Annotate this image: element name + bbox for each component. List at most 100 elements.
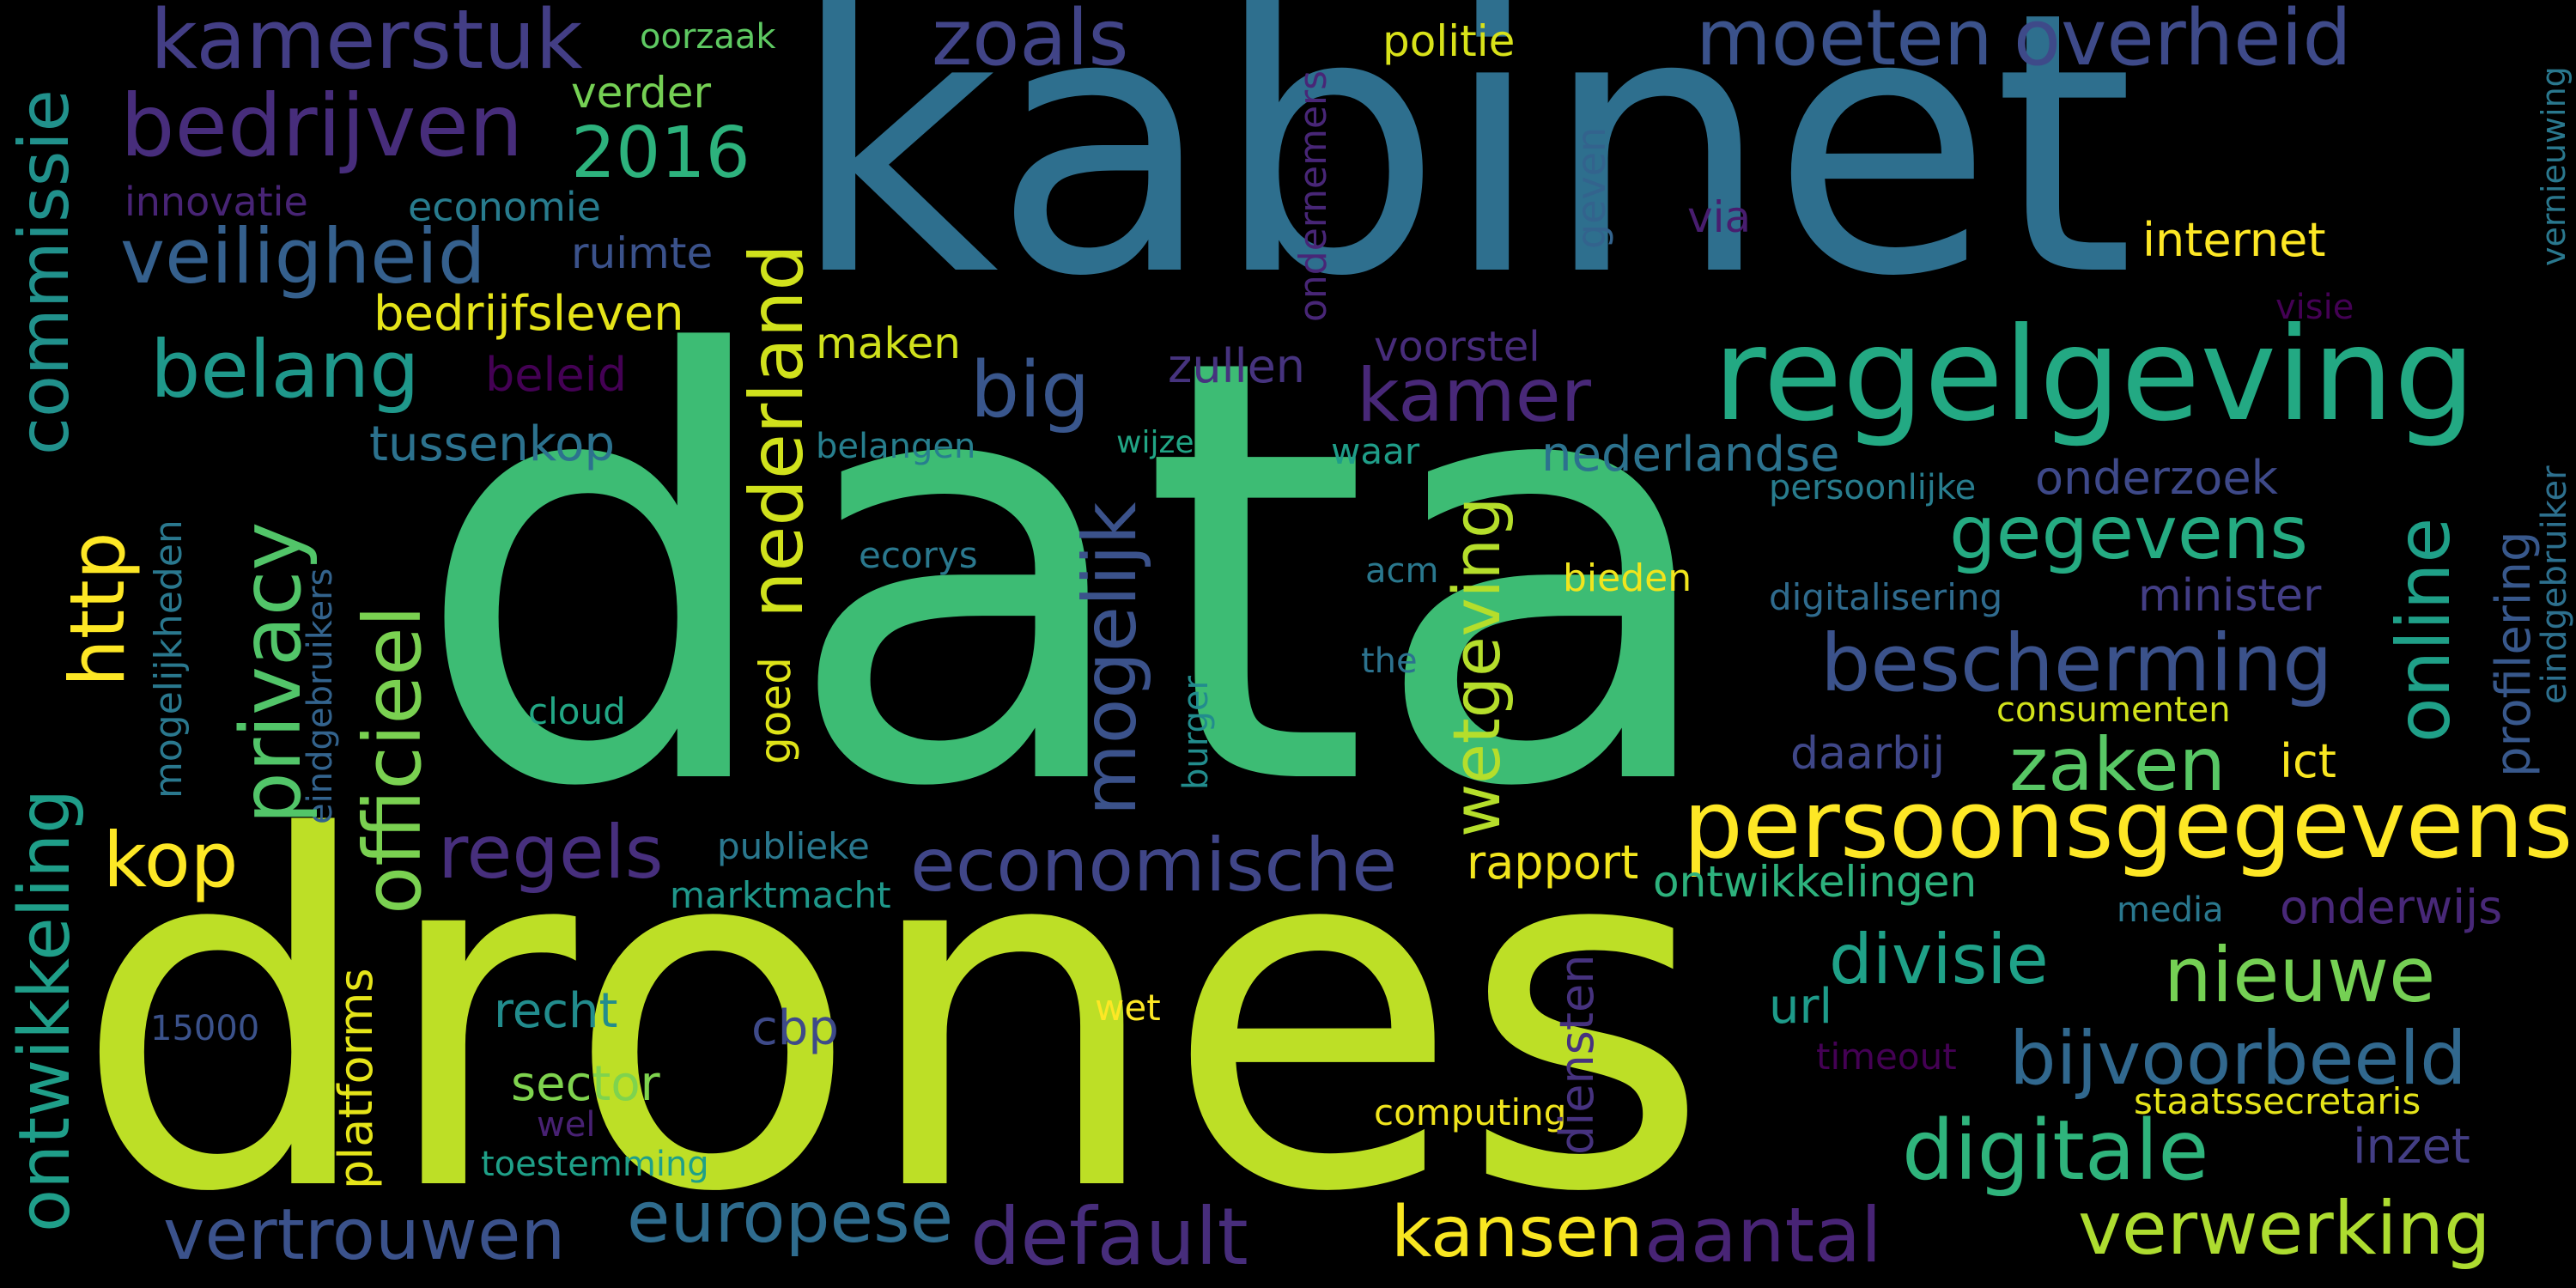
word-persoonlijke: persoonlijke xyxy=(1769,468,1977,507)
word-kamerstuk: kamerstuk xyxy=(150,0,583,88)
word-minister: minister xyxy=(2138,570,2322,622)
word-wet: wet xyxy=(1095,987,1161,1029)
word-eindgebruiker: eindgebruiker xyxy=(2535,465,2574,704)
word-goed: goed xyxy=(750,657,800,764)
word-belangen: belangen xyxy=(816,427,976,466)
word-burger: burger xyxy=(1176,676,1216,790)
word-timeout: timeout xyxy=(1816,1036,1957,1078)
word-wel: wel xyxy=(537,1105,596,1145)
word-toestemming: toestemming xyxy=(481,1145,709,1184)
word-via: via xyxy=(1687,192,1752,242)
word-bedrijfsleven: bedrijfsleven xyxy=(374,286,684,342)
word-mogelijkheden: mogelijkheden xyxy=(147,519,191,799)
word-recht: recht xyxy=(494,983,618,1039)
word-waar: waar xyxy=(1331,430,1420,472)
word-url: url xyxy=(1769,979,1833,1035)
word-voorstel: voorstel xyxy=(1374,323,1540,371)
word-drones: drones xyxy=(73,738,1711,1288)
word-online: online xyxy=(2381,517,2467,743)
word-maken: maken xyxy=(816,319,961,368)
word-rapport: rapport xyxy=(1467,835,1639,890)
word-persoonsgegevens: persoonsgegevens xyxy=(1683,769,2573,879)
word-bedrijven: bedrijven xyxy=(120,76,524,176)
word-verwerking: verwerking xyxy=(2078,1186,2491,1272)
word-zoals: zoals xyxy=(932,0,1129,83)
word-wijze: wijze xyxy=(1116,425,1194,460)
word-economie: economie xyxy=(408,184,601,230)
word-staatssecretaris: staatssecretaris xyxy=(2134,1080,2421,1122)
word-ecorys: ecorys xyxy=(859,534,978,576)
word-kamer: kamer xyxy=(1357,353,1592,439)
word-visie: visie xyxy=(2275,288,2354,327)
word-wetgeving: wetgeving xyxy=(1438,496,1515,837)
word-divisie: divisie xyxy=(1829,920,2049,999)
word-inzet: inzet xyxy=(2353,1119,2470,1175)
word-ict: ict xyxy=(2280,734,2336,788)
word-acm: acm xyxy=(1365,551,1439,591)
word-media: media xyxy=(2117,890,2224,930)
word-vernieuwing: vernieuwing xyxy=(2535,66,2573,266)
word-moeten: moeten xyxy=(1696,0,1993,83)
word-verder: verder xyxy=(571,68,712,118)
word-officieel: officieel xyxy=(347,605,439,914)
word-15000: 15000 xyxy=(150,1009,260,1048)
word-onderzoek: onderzoek xyxy=(2035,451,2278,505)
word-regels: regels xyxy=(438,810,664,896)
word-belang: belang xyxy=(150,324,420,416)
word-nieuwe: nieuwe xyxy=(2164,931,2436,1019)
word-nederlandse: nederlandse xyxy=(1541,427,1840,483)
word-profilering: profilering xyxy=(2486,531,2542,777)
word-big: big xyxy=(970,345,1091,435)
word-computing: computing xyxy=(1374,1091,1567,1133)
word-beleid: beleid xyxy=(485,348,628,402)
word-zullen: zullen xyxy=(1168,339,1306,393)
word-tussenkop: tussenkop xyxy=(369,416,615,472)
word-commissie: commissie xyxy=(4,89,84,455)
word-vertrouwen: vertrouwen xyxy=(163,1194,566,1276)
word-data: data xyxy=(412,235,1728,914)
word-aantal: aantal xyxy=(1644,1191,1882,1279)
word-ontwikkeling: ontwikkeling xyxy=(4,788,86,1232)
word-oorzaak: oorzaak xyxy=(640,17,776,57)
word-digitale: digitale xyxy=(1902,1103,2209,1199)
word-zaken: zaken xyxy=(2009,722,2226,808)
word-diensten: diensten xyxy=(1550,954,1604,1155)
word-mogelijk: mogelijk xyxy=(1067,501,1153,816)
word-2016: 2016 xyxy=(571,112,750,194)
word-kabinet: kabinet xyxy=(790,0,2135,355)
word-ondernemers: ondernemers xyxy=(1291,70,1335,322)
word-http: http xyxy=(53,532,142,687)
word-kop: kop xyxy=(103,816,239,904)
word-internet: internet xyxy=(2142,213,2326,267)
word-overheid: overheid xyxy=(2014,0,2352,83)
word-kansen: kansen xyxy=(1391,1192,1643,1273)
word-publieke: publieke xyxy=(717,825,870,867)
word-onderwijs: onderwijs xyxy=(2280,880,2503,934)
word-ontwikkelingen: ontwikkelingen xyxy=(1653,857,1978,907)
word-platforms: platforms xyxy=(329,968,383,1189)
word-nederland: nederland xyxy=(734,244,820,618)
word-bieden: bieden xyxy=(1563,556,1692,600)
word-gegevens: gegevens xyxy=(1949,490,2309,576)
word-bijvoorbeeld: bijvoorbeeld xyxy=(2009,1016,2467,1102)
word-sector: sector xyxy=(511,1056,660,1112)
word-daarbij: daarbij xyxy=(1790,728,1946,780)
word-bescherming: bescherming xyxy=(1820,617,2333,709)
word-europese: europese xyxy=(627,1177,954,1259)
word-ruimte: ruimte xyxy=(571,228,714,278)
word-regelgeving: regelgeving xyxy=(1713,301,2476,450)
word-cloud: cloud xyxy=(528,690,626,732)
word-politie: politie xyxy=(1382,16,1516,66)
word-digitalisering: digitalisering xyxy=(1769,576,2003,618)
word-economische: economische xyxy=(910,823,1398,908)
word-consumenten: consumenten xyxy=(1996,690,2231,730)
word-default: default xyxy=(970,1191,1249,1283)
word-geven: geven xyxy=(1568,126,1614,249)
word-the: the xyxy=(1361,641,1418,681)
word-cbp: cbp xyxy=(751,1000,839,1056)
word-marktmacht: marktmacht xyxy=(670,874,891,916)
word-veiligheid: veiligheid xyxy=(120,212,486,301)
word-innovatie: innovatie xyxy=(125,179,308,225)
word-privacy: privacy xyxy=(223,521,319,824)
